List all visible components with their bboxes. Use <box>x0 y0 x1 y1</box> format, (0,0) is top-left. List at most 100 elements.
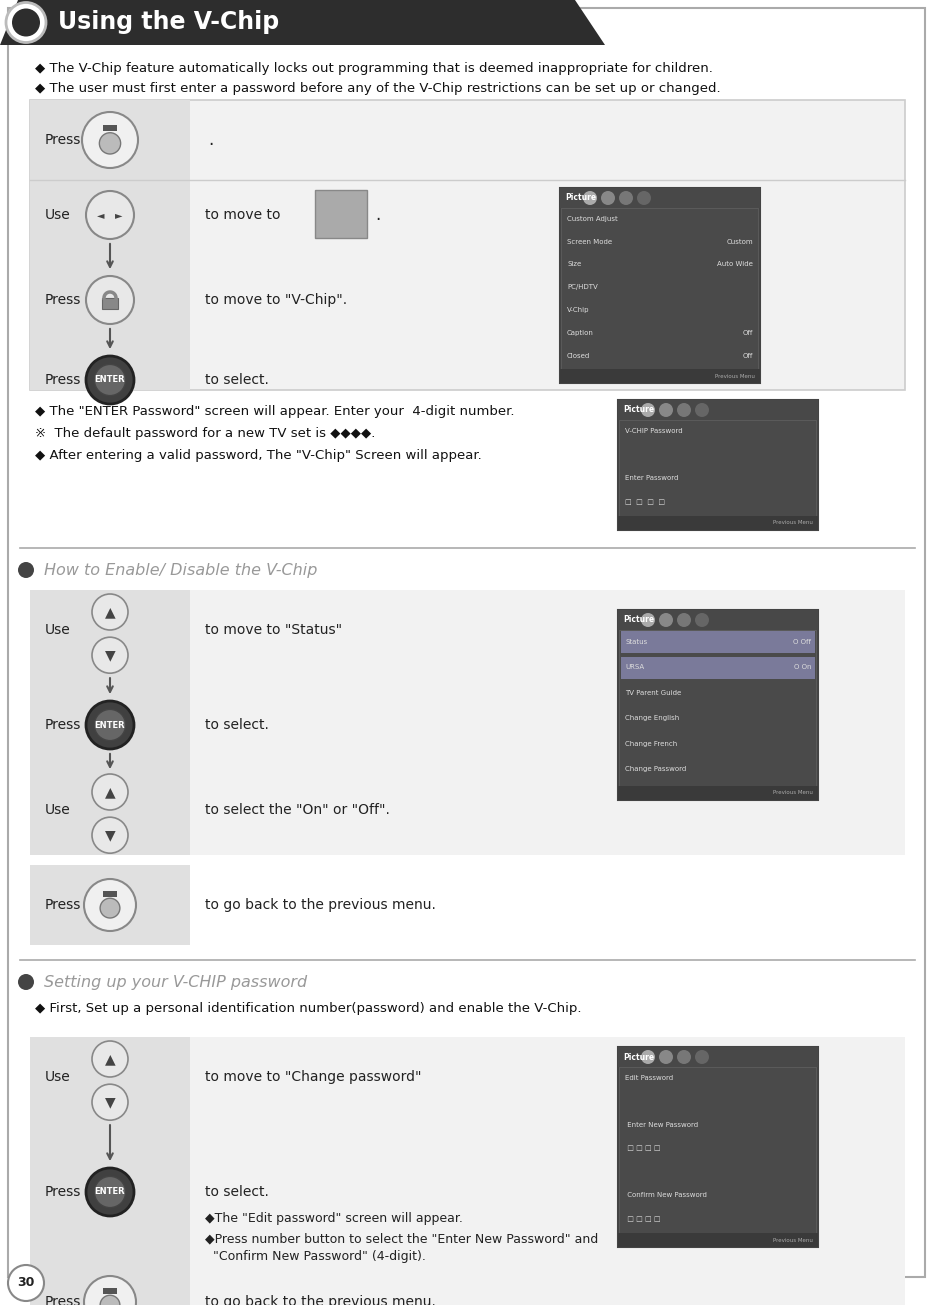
Text: "Confirm New Password" (4-digit).: "Confirm New Password" (4-digit). <box>205 1250 425 1263</box>
Circle shape <box>641 613 655 626</box>
Text: Status: Status <box>625 638 648 645</box>
Text: to move to "Status": to move to "Status" <box>205 622 342 637</box>
Bar <box>102 298 118 309</box>
Bar <box>620 1067 816 1245</box>
Text: Previous Menu: Previous Menu <box>715 373 755 378</box>
Text: Use: Use <box>45 803 71 817</box>
Text: ▲: ▲ <box>104 1052 116 1066</box>
Text: URSA: URSA <box>625 664 644 671</box>
Text: Press: Press <box>45 718 81 732</box>
Text: Previous Menu: Previous Menu <box>773 791 813 796</box>
Circle shape <box>86 701 134 749</box>
Text: Enter Password: Enter Password <box>625 475 678 482</box>
Text: ◆Press number button to select the "Enter New Password" and: ◆Press number button to select the "Ente… <box>205 1232 598 1245</box>
Circle shape <box>8 1265 44 1301</box>
Text: ▼: ▼ <box>104 1095 116 1109</box>
Text: Change English: Change English <box>625 715 679 722</box>
Text: Closed: Closed <box>567 352 591 359</box>
Text: Press: Press <box>45 133 81 147</box>
Text: to select.: to select. <box>205 1185 269 1199</box>
Text: Custom Adjust: Custom Adjust <box>567 215 618 222</box>
Bar <box>560 188 760 207</box>
Circle shape <box>619 191 633 205</box>
Circle shape <box>601 191 615 205</box>
Text: to move to: to move to <box>205 207 281 222</box>
Bar <box>618 609 818 800</box>
Text: ENTER: ENTER <box>94 1188 125 1197</box>
Text: Picture: Picture <box>623 406 654 415</box>
Bar <box>620 422 816 529</box>
Circle shape <box>86 356 134 405</box>
Bar <box>560 369 760 382</box>
Circle shape <box>695 403 709 418</box>
Bar <box>618 609 818 630</box>
Circle shape <box>695 1051 709 1064</box>
Text: V-Chip: V-Chip <box>567 307 590 313</box>
Text: Setting up your V-CHIP password: Setting up your V-CHIP password <box>44 975 307 989</box>
Text: .: . <box>208 130 214 149</box>
Text: Use: Use <box>45 207 71 222</box>
Text: ◄: ◄ <box>97 210 104 221</box>
Text: ※  The default password for a new TV set is ◆◆◆◆.: ※ The default password for a new TV set … <box>35 427 375 440</box>
Text: TV Parent Guide: TV Parent Guide <box>625 690 681 696</box>
Circle shape <box>12 9 40 37</box>
Circle shape <box>18 562 34 578</box>
Text: Change French: Change French <box>625 741 677 746</box>
Text: ◆The "Edit password" screen will appear.: ◆The "Edit password" screen will appear. <box>205 1212 463 1225</box>
Circle shape <box>92 1041 128 1077</box>
Text: ◆ After entering a valid password, The "V-Chip" Screen will appear.: ◆ After entering a valid password, The "… <box>35 449 481 462</box>
Bar <box>30 590 190 855</box>
Bar <box>30 1267 190 1305</box>
Bar <box>103 124 117 130</box>
Bar <box>618 515 818 530</box>
Text: How to Enable/ Disable the V-Chip: How to Enable/ Disable the V-Chip <box>44 562 317 578</box>
Circle shape <box>677 613 691 626</box>
Text: □  □  □  □: □ □ □ □ <box>625 499 665 505</box>
Circle shape <box>641 1051 655 1064</box>
Text: Use: Use <box>45 622 71 637</box>
Text: to move to "V-Chip".: to move to "V-Chip". <box>205 294 347 307</box>
Bar <box>103 1288 117 1293</box>
Text: ▲: ▲ <box>104 786 116 799</box>
Circle shape <box>18 974 34 990</box>
Circle shape <box>86 275 134 324</box>
Text: to go back to the previous menu.: to go back to the previous menu. <box>205 1295 436 1305</box>
Text: ▲: ▲ <box>104 606 116 619</box>
Circle shape <box>92 637 128 673</box>
Bar <box>30 1037 905 1305</box>
Bar <box>618 401 818 420</box>
Circle shape <box>92 817 128 853</box>
Circle shape <box>94 710 126 741</box>
Text: Previous Menu: Previous Menu <box>773 521 813 526</box>
Bar <box>621 656 815 679</box>
Text: Using the V-Chip: Using the V-Chip <box>58 10 279 34</box>
Text: Off: Off <box>743 352 753 359</box>
Text: Use: Use <box>45 1070 71 1084</box>
Text: to select.: to select. <box>205 373 269 388</box>
Bar <box>562 209 758 381</box>
Bar <box>618 1233 818 1248</box>
Text: 30: 30 <box>18 1276 35 1289</box>
Circle shape <box>659 403 673 418</box>
Circle shape <box>6 3 46 43</box>
Bar <box>30 100 905 390</box>
Text: ▼: ▼ <box>104 829 116 842</box>
Text: Press: Press <box>45 1185 81 1199</box>
Bar <box>618 1047 818 1067</box>
Text: Previous Menu: Previous Menu <box>773 1237 813 1242</box>
Text: Press: Press <box>45 898 81 912</box>
Text: O Off: O Off <box>793 638 811 645</box>
Circle shape <box>92 594 128 630</box>
Circle shape <box>659 1051 673 1064</box>
Circle shape <box>84 880 136 930</box>
Bar <box>30 865 190 945</box>
Circle shape <box>677 1051 691 1064</box>
Circle shape <box>92 1084 128 1120</box>
Text: ▼: ▼ <box>104 649 116 662</box>
Text: O On: O On <box>793 664 811 671</box>
Text: ◆ The "ENTER Password" screen will appear. Enter your  4-digit number.: ◆ The "ENTER Password" screen will appea… <box>35 405 514 418</box>
Bar <box>618 786 818 800</box>
Bar <box>30 100 190 390</box>
Text: Off: Off <box>743 330 753 335</box>
Text: to select the "On" or "Off".: to select the "On" or "Off". <box>205 803 390 817</box>
